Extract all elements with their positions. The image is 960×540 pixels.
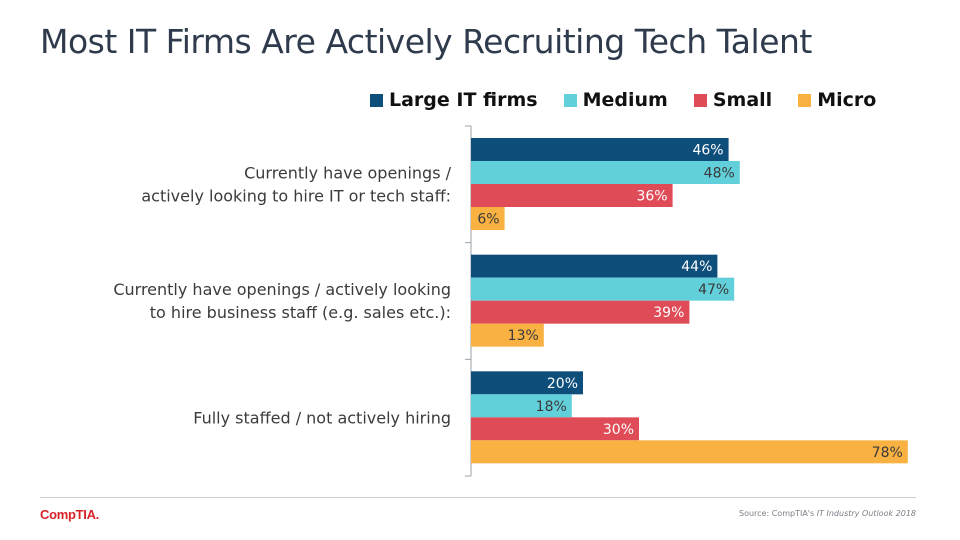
comptia-logo: CompTIA. (40, 507, 99, 522)
bar-large-it-firms (471, 138, 729, 161)
bar-medium (471, 277, 735, 301)
bar-medium (471, 161, 740, 184)
footer-divider (40, 497, 916, 498)
legend-label-small: Small (712, 89, 773, 111)
category-label: Currently have openings / actively looki… (113, 280, 451, 322)
bar-micro (471, 440, 908, 464)
data-label: 47% (698, 282, 729, 298)
data-label: 46% (692, 143, 723, 159)
bar-micro (471, 323, 544, 347)
legend-item-small: Small (693, 89, 773, 111)
source-title: IT Industry Outlook 2018 (816, 509, 916, 518)
data-label: 36% (636, 189, 667, 205)
data-label: 44% (681, 259, 712, 275)
category-label-line: Currently have openings / actively looki… (113, 280, 451, 299)
legend-item-medium: Medium (563, 89, 668, 111)
legend-swatch-large (370, 93, 383, 107)
source-prefix: Source: CompTIA's (739, 509, 817, 518)
category-label: Currently have openings / actively lookin… (141, 164, 451, 206)
category-label-line: Fully staffed / not actively hiring (193, 408, 451, 427)
data-label: 48% (704, 166, 735, 182)
category-label-line: Currently have openings / (244, 164, 452, 183)
data-label: 18% (536, 399, 567, 415)
bar-small (471, 417, 639, 441)
data-label: 13% (508, 328, 539, 344)
bar-large-it-firms (471, 254, 718, 278)
page-title: Most IT Firms Are Actively Recruiting Te… (40, 22, 812, 61)
legend-label-micro: Micro (817, 89, 877, 111)
legend-item-micro: Micro (798, 89, 876, 111)
legend-item-large: Large IT firms (370, 89, 538, 111)
category-label-line: actively looking to hire IT or tech staf… (141, 187, 451, 206)
bar-micro (471, 207, 505, 230)
data-label: 39% (653, 305, 684, 321)
legend-label-large: Large IT firms (389, 89, 538, 111)
bar-small (471, 300, 690, 324)
data-label: 6% (477, 212, 499, 228)
bar-large-it-firms (471, 371, 583, 395)
data-label: 30% (603, 422, 634, 438)
data-label: 78% (872, 445, 903, 461)
chart-legend: Large IT firms Medium Small Micro (370, 88, 876, 112)
category-label-line: to hire business staff (e.g. sales etc.)… (150, 303, 451, 322)
legend-swatch-small (693, 93, 707, 107)
legend-swatch-medium (563, 93, 577, 107)
legend-swatch-micro (798, 93, 812, 107)
source-note: Source: CompTIA's IT Industry Outlook 20… (739, 509, 916, 518)
category-label: Fully staffed / not actively hiring (193, 408, 451, 427)
bar-medium (471, 394, 572, 418)
bar-small (471, 184, 673, 207)
legend-label-medium: Medium (582, 89, 668, 111)
data-label: 20% (547, 376, 578, 392)
